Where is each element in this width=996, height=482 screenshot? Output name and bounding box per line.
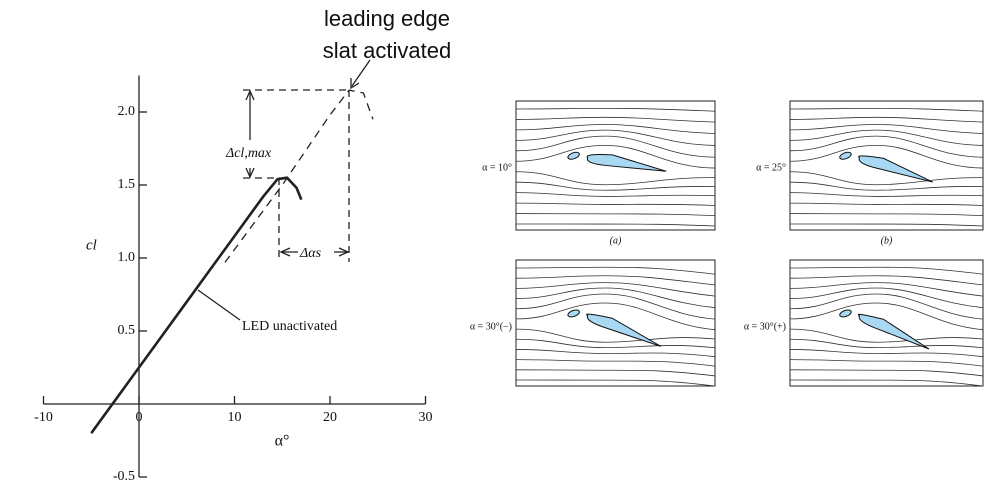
streamline [515,379,716,387]
y-tick-label: 2.0 [118,104,136,119]
flow-panel: α = 30°(+) [744,259,984,387]
panel-angle-label: α = 10° [482,162,512,173]
streamline [789,181,984,191]
streamline [515,359,716,367]
panel-caption: (a) [610,235,622,246]
y-tick-label: -0.5 [113,469,135,482]
series-line [224,89,374,263]
streamline [789,144,984,169]
leader-line [197,289,241,321]
streamline [789,293,984,320]
series-line [90,176,303,434]
x-tick-label: 0 [136,410,143,425]
streamline [515,135,716,158]
flow-panel: α = 10° (a) [482,100,716,246]
streamline [515,266,716,275]
x-tick-label: 20 [323,410,337,425]
airfoil [586,154,667,172]
slat [567,309,580,318]
streamline [515,369,716,377]
streamline [515,282,716,297]
annotation: slat activated [323,38,451,63]
streamline [789,302,984,331]
streamline [789,338,984,349]
streamline [789,379,984,387]
streamline [789,213,984,217]
annotation: Δαs [299,246,322,261]
streamline [789,223,984,227]
streamline [789,349,984,358]
streamline [789,282,984,297]
streamline [789,116,984,123]
streamline [515,302,716,331]
streamline [515,107,716,112]
streamline [789,135,984,158]
streamline [515,129,716,146]
streamline [515,213,716,217]
streamline [789,275,984,286]
slat [839,151,852,160]
arrow-head [350,78,360,90]
slat [567,151,580,160]
y-tick-label: 1.5 [118,177,136,192]
airfoil [858,155,933,183]
streamline [515,116,716,123]
streamline [515,181,716,191]
dimension-lines [197,59,371,321]
streamline [789,287,984,309]
streamline [789,359,984,367]
streamline [515,338,716,349]
streamline [789,266,984,275]
annotation: leading edge [324,6,450,31]
streamline [515,328,716,343]
slat [839,309,852,318]
streamline [789,124,984,134]
leader-line [351,59,371,87]
y-tick-label: 1.0 [118,250,136,265]
panel-caption: (b) [881,235,893,246]
flow-panel: α = 25° (b) [756,100,984,246]
streamline [789,192,984,197]
streamline [789,129,984,146]
streamline [789,171,984,186]
x-tick-label: 30 [419,410,433,425]
annotation: Δcl,max [225,146,272,161]
streamline [515,144,716,169]
x-tick-label: -10 [34,410,53,425]
y-tick-label: 0.5 [118,323,136,338]
x-tick-label: 10 [228,410,242,425]
airfoil [857,313,930,350]
panel-angle-label: α = 30°(+) [744,321,786,332]
streamline [515,275,716,286]
streamline [789,202,984,206]
streamline [789,107,984,112]
streamline [515,293,716,320]
arrow-head [279,247,350,257]
streamline [515,223,716,227]
airfoil [586,313,662,347]
streamline [515,124,716,134]
streamline [515,171,716,186]
x-axis-label: α° [275,433,290,450]
panel-angle-label: α = 25° [756,162,786,173]
annotation: LED unactivated [242,319,337,334]
streamline [789,328,984,343]
streamline [789,369,984,377]
panel-angle-label: α = 30°(−) [470,321,512,332]
y-axis-label: cl [86,237,97,253]
streamline [515,349,716,358]
streamline [515,202,716,206]
flow-panel: α = 30°(−) [470,259,716,387]
streamline [515,287,716,309]
streamline [515,192,716,197]
arrow-head [245,89,255,179]
